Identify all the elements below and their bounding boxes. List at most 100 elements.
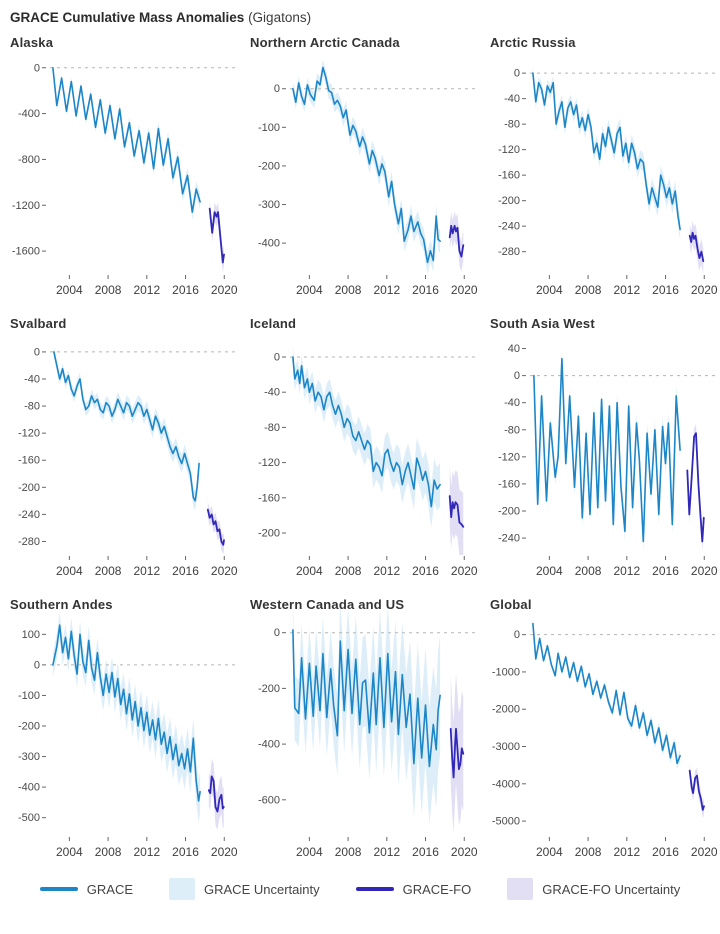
y-axis-tick-label: -120 [498,144,520,156]
x-axis-tick-label: 2012 [613,845,640,859]
x-axis-tick-label: 2004 [536,564,563,578]
y-axis-tick-label: -80 [264,422,280,434]
y-axis-tick-label: 0 [514,629,520,641]
y-axis-tick-label: -400 [258,739,280,751]
chart-iceland: 0 -40 -80 -120 -160 -200 2004 2008 2012 2016 2020 [258,346,478,578]
x-axis-tick-label: 2008 [335,283,362,297]
y-axis-tick-label: -400 [18,782,40,794]
y-axis-tick-label: -120 [18,428,40,440]
chart-title: South Asia West [490,316,595,331]
legend-item-grace-fo-uncertainty: GRACE-FO Uncertainty [507,878,680,900]
y-axis-tick-label: -40 [504,93,520,105]
y-axis-tick-label: 0 [514,68,520,80]
x-axis-tick-label: 2008 [575,845,602,859]
y-axis-tick-label: -200 [498,195,520,207]
y-axis-tick-label: -500 [18,812,40,824]
grace-uncertainty-swatch-icon [169,878,196,900]
chart-tile-iceland: Iceland 0 -40 -80 -120 -160 -200 2004 2008 2012 20… [240,308,480,589]
x-axis-tick-label: 2012 [133,845,160,859]
y-axis-tick-label: -40 [504,397,520,409]
x-axis-tick-label: 2020 [691,283,718,297]
page-title-main: GRACE Cumulative Mass Anomalies [10,10,245,25]
y-axis-tick-label: -3000 [492,741,520,753]
x-axis-tick-label: 2004 [56,564,83,578]
chart-western-canada-and-us: 0 -200 -400 -600 2004 2008 2012 2016 2020 [258,610,478,859]
y-axis-tick-label: 40 [508,343,520,355]
y-axis-tick-label: -160 [258,492,280,504]
y-axis-tick-label: -80 [504,424,520,436]
y-axis-tick-label: -300 [18,751,40,763]
x-axis-tick-label: 2004 [56,845,83,859]
y-axis-tick-label: -80 [504,119,520,131]
y-axis-tick-label: -1600 [12,246,40,258]
x-axis-tick-label: 2020 [211,283,238,297]
x-axis-tick-label: 2004 [296,564,323,578]
x-axis-tick-label: 2020 [691,564,718,578]
y-axis-tick-label: -2000 [492,704,520,716]
x-axis-tick-label: 2004 [296,845,323,859]
chart-title: Iceland [250,316,297,331]
x-axis-tick-label: 2008 [95,845,122,859]
chart-title: Svalbard [10,316,67,331]
chart-title: Global [490,597,532,612]
chart-tile-svalbard: Svalbard 0 -40 -80 -120 -160 -200 -240 -280 2004 2… [0,308,240,589]
chart-title: Western Canada and US [250,597,405,612]
y-axis-tick-label: -280 [498,246,520,258]
x-axis-tick-label: 2020 [451,564,478,578]
y-axis-tick-label: 0 [34,62,40,74]
x-axis-tick-label: 2004 [536,845,563,859]
x-axis-tick-label: 2012 [613,283,640,297]
chart-south-asia-west: 40 0 -40 -80 -120 -160 -200 -240 2004 2008 2012 201… [498,343,718,578]
x-axis-tick-label: 2008 [335,845,362,859]
y-axis-tick-label: -80 [24,401,40,413]
chart-svalbard: 0 -40 -80 -120 -160 -200 -240 -280 2004 2008 2012 2… [18,346,238,578]
x-axis-tick-label: 2012 [133,283,160,297]
legend-item-grace: GRACE [39,881,134,897]
x-axis-tick-label: 2016 [412,845,439,859]
y-axis-tick-label: 0 [34,346,40,358]
charts-grid: Alaska 0 -400 -800 -1200 -1600 2004 2008 2012 201… [0,27,720,870]
y-axis-tick-label: -200 [258,528,280,540]
chart-tile-arctic-russia: Arctic Russia 0 -40 -80 -120 -160 -200 -240 -280… [480,27,720,308]
grace-fo-line-swatch-icon [355,887,394,891]
y-axis-tick-label: -280 [18,536,40,548]
y-axis-tick-label: -40 [24,374,40,386]
x-axis-tick-label: 2020 [451,845,478,859]
y-axis-tick-label: -200 [258,160,280,172]
y-axis-tick-label: -240 [18,509,40,521]
y-axis-tick-label: -300 [258,199,280,211]
legend-item-grace-uncertainty: GRACE Uncertainty [169,878,320,900]
y-axis-tick-label: -5000 [492,816,520,828]
y-axis-tick-label: -160 [18,455,40,467]
chart-tile-south-asia-west: South Asia West 40 0 -40 -80 -120 -160 -200 -240… [480,308,720,589]
y-axis-tick-label: -240 [498,221,520,233]
grace-fo-uncertainty-swatch-icon [507,878,534,900]
x-axis-tick-label: 2016 [652,283,679,297]
y-axis-tick-label: -120 [258,457,280,469]
x-axis-tick-label: 2012 [613,564,640,578]
x-axis-tick-label: 2008 [575,564,602,578]
x-axis-tick-label: 2016 [652,845,679,859]
chart-title: Northern Arctic Canada [250,35,400,50]
x-axis-tick-label: 2016 [172,283,199,297]
x-axis-tick-label: 2016 [172,845,199,859]
y-axis-tick-label: -800 [18,154,40,166]
chart-title: Alaska [10,35,54,50]
x-axis-tick-label: 2016 [412,564,439,578]
chart-tile-northern-arctic-canada: Northern Arctic Canada 0 -100 -200 -300 -400 2… [240,27,480,308]
y-axis-tick-label: -200 [258,683,280,695]
legend-label: GRACE [86,881,134,897]
y-axis-tick-label: -400 [258,238,280,250]
x-axis-tick-label: 2008 [95,283,122,297]
chart-legend: GRACE GRACE Uncertainty GRACE-FO GRACE-F… [0,870,720,900]
x-axis-tick-label: 2012 [373,564,400,578]
y-axis-tick-label: -200 [498,506,520,518]
chart-northern-arctic-canada: 0 -100 -200 -300 -400 2004 2008 2012 2016 2020 [258,59,478,297]
chart-global: 0 -1000 -2000 -3000 -4000 -5000 2004 2008 2012 20… [492,620,718,859]
y-axis-tick-label: -400 [18,108,40,120]
x-axis-tick-label: 2016 [412,283,439,297]
y-axis-tick-label: -160 [498,170,520,182]
x-axis-tick-label: 2016 [652,564,679,578]
chart-tile-alaska: Alaska 0 -400 -800 -1200 -1600 2004 2008 2012 201… [0,27,240,308]
chart-arctic-russia: 0 -40 -80 -120 -160 -200 -240 -280 2004 2008 2012 2… [498,66,718,297]
